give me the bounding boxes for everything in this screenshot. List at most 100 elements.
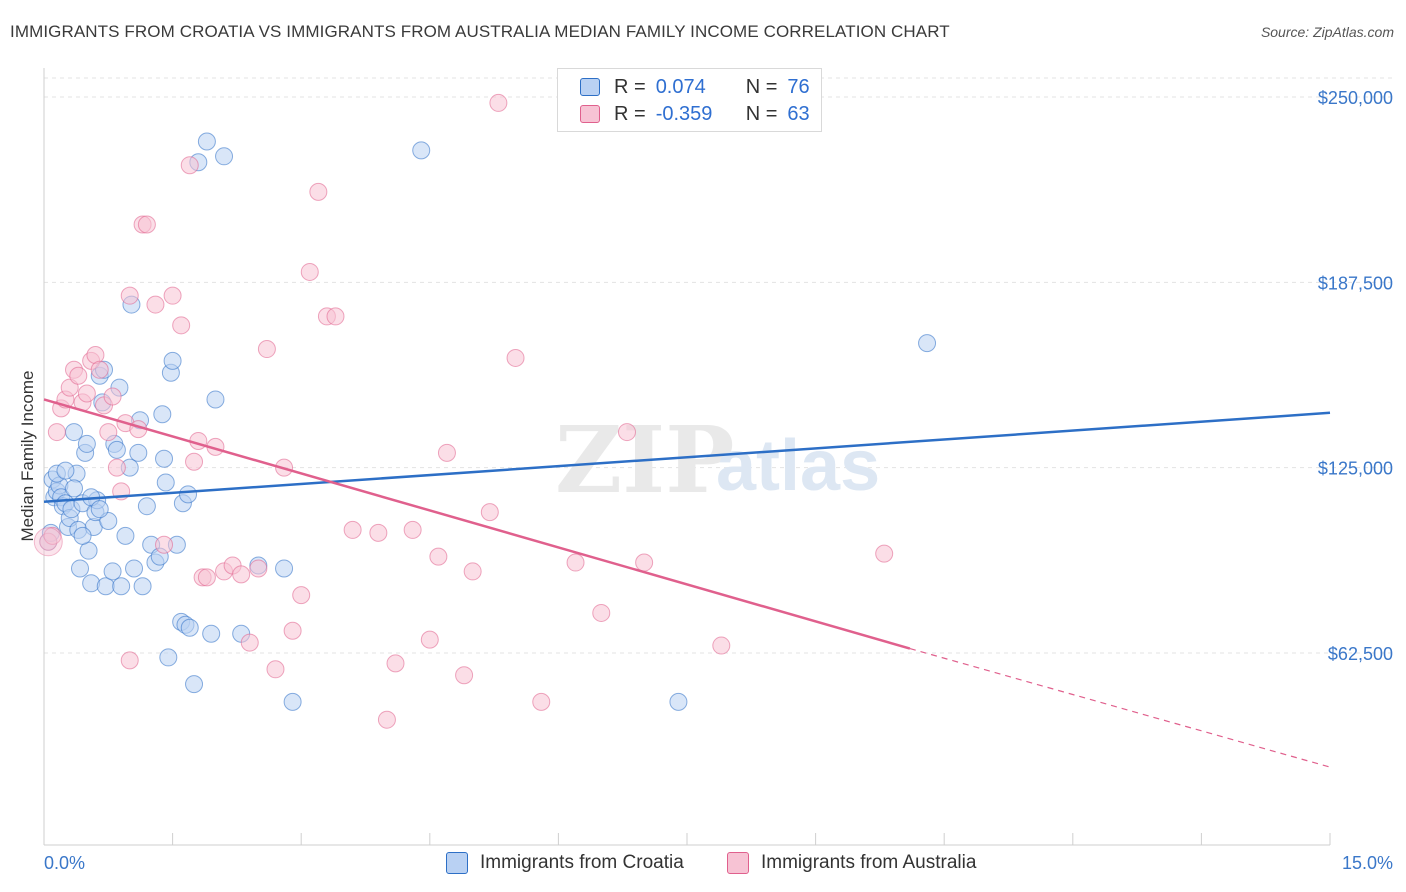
australia-point[interactable] [532,692,551,711]
croatia-point[interactable] [179,485,198,504]
australia-point[interactable] [592,603,611,622]
croatia-point[interactable] [133,577,152,596]
legend-label-australia: Immigrants from Australia [761,852,977,873]
australia-point[interactable] [249,559,268,578]
australia-point[interactable] [163,286,182,305]
australia-point[interactable] [566,553,585,572]
australia-point[interactable] [455,666,474,685]
y-tick-label: $250,000 [1318,88,1393,108]
australia-point[interactable] [480,503,499,522]
croatia-point[interactable] [163,351,182,370]
watermark-atlas: atlas [716,426,880,506]
australia-point[interactable] [506,348,525,367]
australia-point[interactable] [875,544,894,563]
australia-point[interactable] [155,535,174,554]
australia-point[interactable] [197,568,216,587]
croatia-point[interactable] [116,526,135,545]
croatia-point[interactable] [180,618,199,637]
croatia-point[interactable] [155,449,174,468]
australia-point[interactable] [386,654,405,673]
australia-point[interactable] [90,360,109,379]
australia-point[interactable] [33,527,63,557]
australia-point[interactable] [300,262,319,281]
australia-point[interactable] [403,520,422,539]
australia-point[interactable] [266,660,285,679]
croatia-point[interactable] [112,577,131,596]
trend-lines [43,398,1331,768]
croatia-point[interactable] [129,443,148,462]
australia-point[interactable] [429,547,448,566]
australia-point[interactable] [146,295,165,314]
croatia-point[interactable] [197,132,216,151]
australia-point[interactable] [69,366,88,385]
australia-point[interactable] [437,443,456,462]
croatia-point[interactable] [77,434,96,453]
australia-point[interactable] [120,286,139,305]
croatia-point[interactable] [73,526,92,545]
australia-point[interactable] [377,710,396,729]
australia-point[interactable] [103,387,122,406]
legend-r-label: R = [614,75,646,98]
australia-point[interactable] [712,636,731,655]
australia-point[interactable] [86,345,105,364]
croatia-point[interactable] [107,440,126,459]
croatia-point[interactable] [56,461,75,480]
australia-point[interactable] [137,215,156,234]
australia-point[interactable] [180,156,199,175]
croatia-point[interactable] [918,334,937,353]
legend-label-croatia: Immigrants from Croatia [480,852,684,873]
australia-point[interactable] [489,93,508,112]
legend-item-croatia[interactable]: Immigrants from Croatia [446,852,684,874]
croatia-point[interactable] [215,147,234,166]
australia-point[interactable] [99,423,118,442]
croatia-point[interactable] [156,473,175,492]
croatia-point[interactable] [82,574,101,593]
australia-trend-extension [909,647,1331,768]
croatia-points [39,132,937,711]
croatia-point[interactable] [125,559,144,578]
australia-point[interactable] [185,452,204,471]
australia-point[interactable] [47,423,66,442]
croatia-point[interactable] [206,390,225,409]
australia-point[interactable] [120,651,139,670]
croatia-point[interactable] [185,675,204,694]
legend-item-australia[interactable]: Immigrants from Australia [727,852,976,874]
series-legend: Immigrants from Croatia Immigrants from … [0,852,1406,878]
croatia-point[interactable] [71,559,90,578]
y-tick-label: $187,500 [1318,273,1393,293]
croatia-point[interactable] [103,562,122,581]
croatia-point[interactable] [275,559,294,578]
australia-point[interactable] [635,553,654,572]
legend-n-label: N = [745,75,778,98]
croatia-point[interactable] [65,423,84,442]
australia-point[interactable] [232,565,251,584]
australia-point[interactable] [309,182,328,201]
australia-point[interactable] [292,586,311,605]
croatia-point[interactable] [90,500,109,519]
croatia-point[interactable] [159,648,178,667]
australia-point[interactable] [326,307,345,326]
australia-point[interactable] [463,562,482,581]
australia-point[interactable] [617,423,636,442]
croatia-point[interactable] [283,692,302,711]
croatia-point[interactable] [137,497,156,516]
australia-point[interactable] [240,633,259,652]
australia-point[interactable] [77,384,96,403]
australia-point[interactable] [257,340,276,359]
australia-point[interactable] [43,526,62,545]
x-tick-label-min: 0.0% [44,853,85,873]
croatia-point[interactable] [65,479,84,498]
australia-point[interactable] [107,458,126,477]
australia-trend-line [43,398,911,650]
croatia-point[interactable] [202,624,221,643]
australia-point[interactable] [283,621,302,640]
australia-point[interactable] [420,630,439,649]
croatia-trend-line [43,411,1331,503]
australia-point[interactable] [369,523,388,542]
croatia-point[interactable] [669,692,688,711]
correlation-legend: R = 0.074 N = 76 R = -0.359 N = 63 [557,68,822,132]
australia-point[interactable] [343,520,362,539]
croatia-point[interactable] [412,141,431,160]
australia-point[interactable] [172,316,191,335]
croatia-point[interactable] [153,405,172,424]
